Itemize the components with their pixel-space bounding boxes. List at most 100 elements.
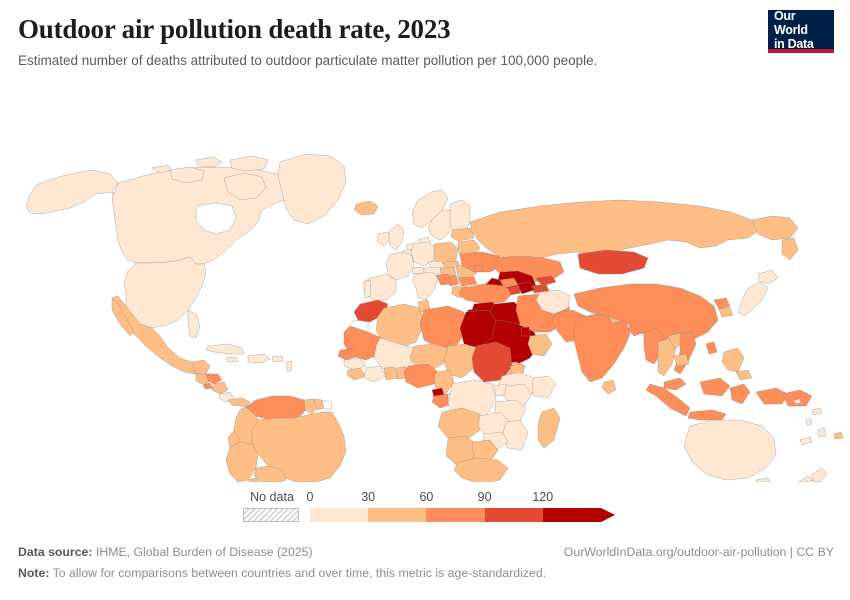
country-solomon-islands[interactable] bbox=[812, 408, 822, 415]
country-moldova[interactable] bbox=[474, 265, 483, 272]
legend-bin-0[interactable] bbox=[310, 508, 369, 522]
country-nicaragua[interactable] bbox=[212, 382, 228, 394]
country-switzerland[interactable] bbox=[412, 267, 424, 274]
country-botswana[interactable] bbox=[472, 440, 498, 462]
country-alaska[interactable] bbox=[26, 170, 118, 214]
country-indonesia-sumatra[interactable] bbox=[646, 384, 690, 416]
legend-color-bar[interactable]: 0 30 60 90 120 bbox=[307, 490, 615, 522]
country-papua-new-guinea[interactable] bbox=[782, 390, 812, 406]
country-qatar-kuwait[interactable] bbox=[521, 327, 530, 336]
country-philippines-mindanao[interactable] bbox=[736, 370, 752, 380]
country-cambodia[interactable] bbox=[674, 354, 689, 366]
country-ireland[interactable] bbox=[377, 232, 390, 246]
country-guinea[interactable] bbox=[344, 358, 366, 370]
country-japan-hokkaido[interactable] bbox=[758, 270, 778, 284]
country-baffin-island[interactable] bbox=[224, 173, 266, 200]
country-taiwan[interactable] bbox=[706, 342, 717, 354]
country-senegal[interactable] bbox=[338, 348, 358, 360]
world-choropleth-map[interactable] bbox=[0, 82, 850, 482]
country-malaysia-borneo[interactable] bbox=[700, 378, 730, 396]
country-guyana[interactable] bbox=[304, 399, 318, 414]
country-arctic-islet-a[interactable] bbox=[196, 157, 222, 167]
country-japan[interactable] bbox=[738, 282, 768, 316]
country-india[interactable] bbox=[574, 314, 630, 382]
legend-bin-1[interactable] bbox=[368, 508, 427, 522]
country-spain[interactable] bbox=[364, 274, 396, 300]
country-russia-far-east[interactable] bbox=[752, 216, 798, 240]
legend-bin-2[interactable] bbox=[426, 508, 485, 522]
country-vanuatu[interactable] bbox=[818, 428, 826, 437]
country-mongolia[interactable] bbox=[578, 250, 648, 274]
country-cuba[interactable] bbox=[206, 344, 244, 354]
country-french-guiana[interactable] bbox=[322, 400, 332, 409]
country-oman-uae[interactable] bbox=[528, 334, 552, 356]
country-greenland[interactable] bbox=[278, 154, 346, 224]
country-new-caledonia[interactable] bbox=[800, 437, 812, 445]
legend-no-data-swatch[interactable] bbox=[243, 508, 299, 522]
country-cameroon[interactable] bbox=[434, 370, 454, 394]
country-new-zealand-north[interactable] bbox=[812, 468, 827, 482]
country-lesser-antilles[interactable] bbox=[286, 361, 292, 372]
country-nigeria[interactable] bbox=[404, 364, 438, 388]
country-mozambique[interactable] bbox=[502, 420, 528, 450]
country-hispaniola[interactable] bbox=[248, 354, 270, 363]
country-angola[interactable] bbox=[438, 408, 480, 440]
country-pacific-islet-a[interactable] bbox=[794, 399, 801, 404]
owid-logo[interactable]: Our World in Data bbox=[768, 9, 834, 53]
country-bulgaria[interactable] bbox=[458, 277, 477, 286]
country-georgia[interactable] bbox=[500, 278, 518, 288]
country-peru[interactable] bbox=[226, 442, 258, 482]
country-hudson-bay[interactable] bbox=[196, 203, 236, 234]
country-south-africa[interactable] bbox=[454, 458, 508, 482]
country-italy[interactable] bbox=[412, 272, 438, 300]
country-arctic-islet-b[interactable] bbox=[152, 165, 172, 173]
world-map-svg[interactable] bbox=[0, 82, 850, 482]
country-egypt[interactable] bbox=[460, 310, 496, 348]
country-croatia-bosnia[interactable] bbox=[436, 274, 450, 285]
country-fiji[interactable] bbox=[834, 432, 843, 439]
country-eritrea[interactable] bbox=[510, 364, 524, 374]
country-gabon[interactable] bbox=[432, 394, 452, 408]
country-south-korea[interactable] bbox=[719, 307, 733, 317]
country-baja-california[interactable] bbox=[112, 298, 134, 336]
country-bolivia[interactable] bbox=[254, 466, 286, 482]
country-puerto-rico[interactable] bbox=[272, 356, 283, 362]
country-north-korea[interactable] bbox=[714, 298, 730, 309]
country-belarus[interactable] bbox=[458, 240, 480, 256]
country-kamchatka[interactable] bbox=[782, 238, 798, 260]
country-afghanistan[interactable] bbox=[536, 290, 570, 314]
country-armenia[interactable] bbox=[508, 286, 521, 295]
country-portugal[interactable] bbox=[364, 280, 371, 298]
country-new-zealand-south[interactable] bbox=[798, 476, 814, 482]
country-pacific-islet-b[interactable] bbox=[806, 419, 812, 425]
country-iceland[interactable] bbox=[354, 201, 378, 215]
legend-bin-3[interactable] bbox=[484, 508, 543, 522]
country-libya[interactable] bbox=[420, 306, 466, 348]
country-niger[interactable] bbox=[410, 344, 448, 370]
country-florida[interactable] bbox=[188, 310, 200, 338]
country-sierra-liberia[interactable] bbox=[347, 368, 366, 380]
country-sri-lanka[interactable] bbox=[602, 380, 616, 394]
country-ivory-coast[interactable] bbox=[364, 366, 386, 382]
country-france[interactable] bbox=[386, 252, 414, 280]
country-united-kingdom[interactable] bbox=[388, 224, 404, 250]
country-kyrgyzstan[interactable] bbox=[536, 276, 556, 286]
country-brazil[interactable] bbox=[252, 412, 346, 482]
country-victoria-island[interactable] bbox=[170, 167, 204, 183]
country-guatemala[interactable] bbox=[196, 374, 210, 385]
country-panama[interactable] bbox=[228, 398, 250, 407]
country-tasmania[interactable] bbox=[756, 478, 771, 482]
country-chad[interactable] bbox=[444, 344, 476, 378]
country-indonesia-java[interactable] bbox=[688, 410, 726, 420]
country-jamaica[interactable] bbox=[226, 357, 238, 362]
country-australia[interactable] bbox=[684, 420, 776, 480]
country-ellesmere-island[interactable] bbox=[230, 156, 268, 171]
footer-link[interactable]: OurWorldInData.org/outdoor-air-pollution… bbox=[563, 545, 834, 559]
country-algeria[interactable] bbox=[376, 304, 424, 348]
country-baltic-states[interactable] bbox=[451, 228, 474, 241]
country-philippines[interactable] bbox=[722, 348, 744, 372]
country-poland[interactable] bbox=[434, 242, 458, 264]
country-somalia[interactable] bbox=[532, 376, 556, 398]
country-honduras[interactable] bbox=[206, 374, 222, 384]
country-malaysia[interactable] bbox=[664, 378, 686, 390]
